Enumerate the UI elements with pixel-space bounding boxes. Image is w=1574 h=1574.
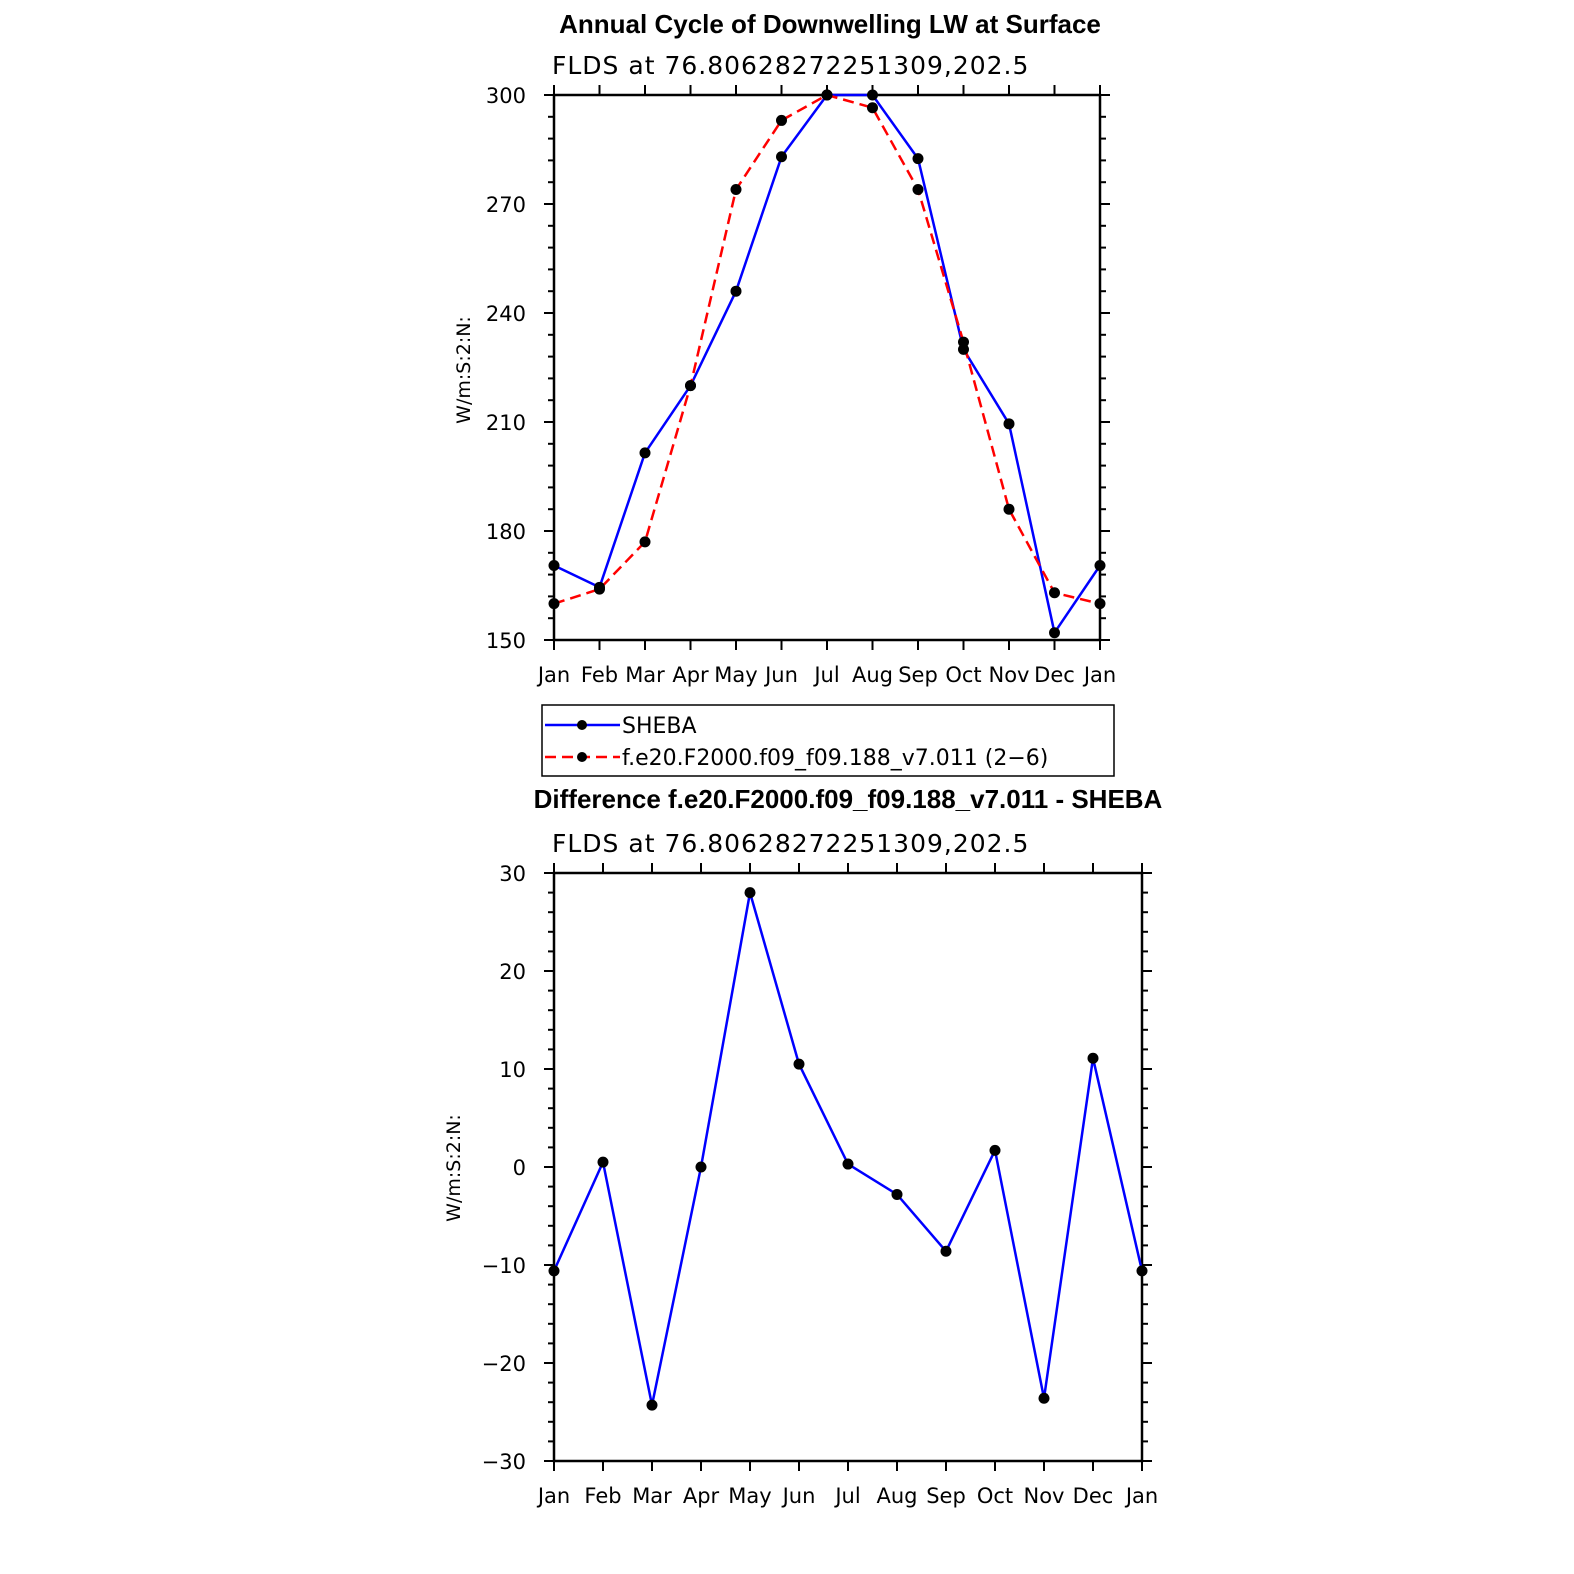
series-1-point xyxy=(940,1245,952,1257)
x-tick-label: Jan xyxy=(1082,663,1116,687)
series-2-point xyxy=(594,583,605,595)
y-tick-label: 270 xyxy=(486,193,526,217)
x-tick-label: Jan xyxy=(536,663,570,687)
series-2-point xyxy=(730,183,742,195)
x-tick-label: Jul xyxy=(833,1484,860,1508)
x-tick-label: Jun xyxy=(763,663,798,687)
x-tick-label: Sep xyxy=(898,663,938,687)
legend-marker-sheba xyxy=(577,720,587,730)
y-tick-label: 30 xyxy=(499,862,526,886)
series-1-point xyxy=(793,1058,805,1070)
series-2-point xyxy=(685,380,696,392)
chart-1-legend: SHEBA f.e20.F2000.f09_f09.188_v7.011 (2−… xyxy=(541,704,1115,777)
series-1-point xyxy=(639,447,651,459)
series-2-point xyxy=(867,102,878,114)
x-tick-label: Aug xyxy=(876,1484,917,1508)
x-tick-label: Apr xyxy=(683,1484,720,1508)
x-tick-label: Nov xyxy=(1024,1484,1065,1508)
series-1-point xyxy=(891,1188,903,1200)
chart-1-title: Annual Cycle of Downwelling LW at Surfac… xyxy=(559,9,1101,39)
y-tick-label: 20 xyxy=(499,960,526,984)
legend-marker-model xyxy=(577,752,587,762)
y-tick-label: 180 xyxy=(486,520,526,544)
series-1-point xyxy=(695,1161,707,1173)
x-tick-label: Apr xyxy=(672,663,709,687)
series-2-point xyxy=(958,336,969,348)
series-1-point xyxy=(646,1399,658,1411)
series-1-point xyxy=(548,560,560,572)
x-tick-label: May xyxy=(714,663,757,687)
series-2-point xyxy=(1003,503,1015,515)
y-tick-label: 300 xyxy=(486,84,526,108)
y-tick-label: 210 xyxy=(486,411,526,435)
x-tick-label: Dec xyxy=(1034,663,1075,687)
x-tick-label: Jan xyxy=(536,1484,570,1508)
x-tick-label: Aug xyxy=(852,663,893,687)
y-tick-label: −20 xyxy=(482,1352,526,1376)
chart-2-title: Difference f.e20.F2000.f09_f09.188_v7.01… xyxy=(534,784,1163,814)
series-2-point xyxy=(821,89,833,101)
x-tick-label: Sep xyxy=(926,1484,966,1508)
plot-frame xyxy=(552,93,1102,642)
chart-1-subtitle: FLDS at 76.80628272251309,202.5 xyxy=(552,51,1029,80)
y-tick-label: 240 xyxy=(486,302,526,326)
x-tick-label: Jun xyxy=(781,1484,816,1508)
series-2-point xyxy=(548,598,560,610)
legend-frame xyxy=(541,704,1115,777)
series-line-1 xyxy=(553,93,1102,634)
y-tick-label: 10 xyxy=(499,1058,526,1082)
series-2-point xyxy=(776,114,787,126)
series-1-point xyxy=(1087,1052,1099,1064)
y-tick-label: −10 xyxy=(482,1254,526,1278)
series-2-point xyxy=(639,536,651,548)
series-2-point xyxy=(1094,598,1106,610)
series-1-point xyxy=(1038,1392,1050,1404)
series-1-point xyxy=(989,1144,1001,1156)
series-1-point xyxy=(842,1158,854,1170)
series-1-point xyxy=(912,153,924,165)
series-line-1 xyxy=(552,891,1144,1407)
x-tick-label: Oct xyxy=(977,1484,1013,1508)
chart-2-y-axis-label: W/m:S:2:N: xyxy=(443,1114,465,1222)
x-tick-label: Feb xyxy=(581,663,618,687)
series-1-point xyxy=(776,151,787,163)
series-2-point xyxy=(1049,587,1060,599)
chart-1-y-axis-label: W/m:S:2:N: xyxy=(453,316,475,424)
series-1-point xyxy=(1003,418,1015,430)
series-2-point xyxy=(912,183,924,195)
legend-entry-sheba: SHEBA xyxy=(622,714,697,739)
x-tick-label: Feb xyxy=(584,1484,621,1508)
y-tick-label: −30 xyxy=(482,1450,526,1474)
y-tick-label: 0 xyxy=(513,1156,526,1180)
x-tick-label: May xyxy=(728,1484,771,1508)
series-1-point xyxy=(1136,1265,1148,1277)
series-1-point xyxy=(1049,627,1060,639)
x-tick-label: Jan xyxy=(1124,1484,1158,1508)
chart-2-plot: Jan Feb Mar Apr May Jun Jul Aug Sep Oct Nov Dec Jan−… xyxy=(482,862,1159,1508)
series-line-2 xyxy=(553,93,1101,605)
chart-2-subtitle: FLDS at 76.80628272251309,202.5 xyxy=(552,829,1029,858)
x-tick-label: Dec xyxy=(1073,1484,1114,1508)
x-tick-label: Mar xyxy=(625,663,665,687)
x-tick-label: Jul xyxy=(812,663,839,687)
series-1-point xyxy=(1094,560,1106,572)
series-1-point xyxy=(744,887,756,899)
series-1-point xyxy=(730,285,742,297)
x-tick-label: Mar xyxy=(632,1484,672,1508)
x-tick-label: Nov xyxy=(989,663,1030,687)
x-tick-label: Oct xyxy=(945,663,981,687)
y-tick-label: 150 xyxy=(486,629,526,653)
legend-entry-model: f.e20.F2000.f09_f09.188_v7.011 (2−6) xyxy=(622,746,1048,771)
series-1-point xyxy=(548,1265,560,1277)
series-1-point xyxy=(597,1156,609,1168)
chart-1-plot: Jan Feb Mar Apr May Jun Jul Aug Sep Oct Nov Dec Jan 1… xyxy=(486,84,1116,687)
series-1-point xyxy=(867,89,878,101)
